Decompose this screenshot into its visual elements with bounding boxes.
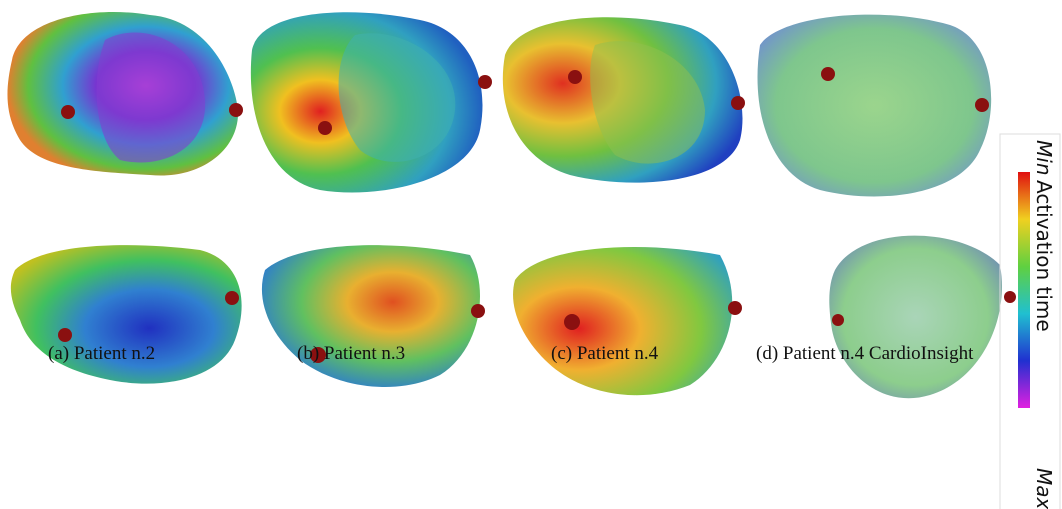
heart bbox=[829, 235, 1002, 399]
electrode bbox=[564, 314, 580, 330]
electrode bbox=[832, 314, 844, 326]
colorbar: Min Activation time Max bbox=[999, 133, 1061, 509]
colorbar-label: Activation time bbox=[1032, 180, 1056, 332]
electrode bbox=[821, 67, 835, 81]
electrode bbox=[229, 103, 243, 117]
colorbar-frame bbox=[999, 133, 1061, 509]
electrode bbox=[225, 291, 239, 305]
electrode bbox=[310, 347, 326, 363]
electrode bbox=[975, 98, 989, 112]
electrode bbox=[731, 96, 745, 110]
ventricle bbox=[338, 33, 456, 162]
colorbar-max: Max bbox=[1032, 468, 1056, 509]
colorbar-scale bbox=[1018, 172, 1030, 408]
heart bbox=[513, 247, 733, 396]
heart bbox=[10, 245, 242, 384]
electrode bbox=[478, 75, 492, 89]
bottom-row bbox=[10, 235, 1002, 399]
electrode bbox=[318, 121, 332, 135]
electrode bbox=[61, 105, 75, 119]
electrode bbox=[568, 70, 582, 84]
caption: (a) Patient n.2 bbox=[48, 343, 156, 364]
caption: (c) Patient n.4 bbox=[551, 343, 659, 364]
electrode bbox=[728, 301, 742, 315]
top-row bbox=[7, 12, 992, 197]
caption: (d) Patient n.4 CardioInsight bbox=[756, 343, 974, 364]
electrode bbox=[471, 304, 485, 318]
ventricle bbox=[96, 32, 206, 163]
electrode bbox=[1004, 291, 1016, 303]
colorbar-min: Min bbox=[1032, 140, 1056, 176]
electrodes bbox=[58, 67, 1016, 363]
ventricle bbox=[590, 41, 705, 164]
electrode bbox=[58, 328, 72, 342]
caption: (b) Patient n.3 bbox=[297, 343, 406, 364]
heart bbox=[757, 14, 992, 197]
